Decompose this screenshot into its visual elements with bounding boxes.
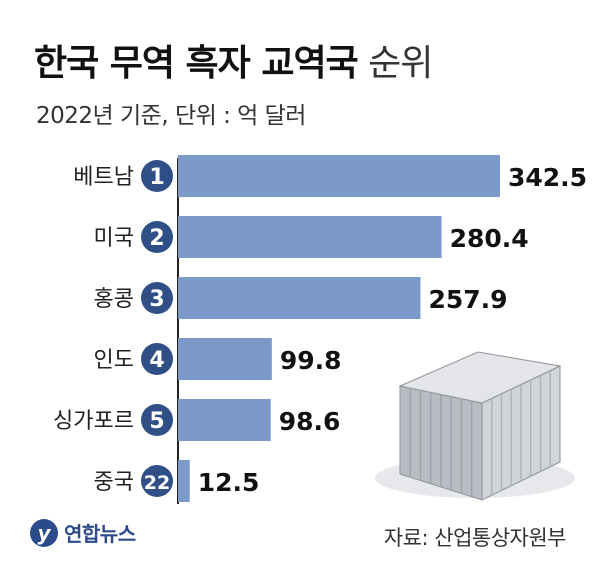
category-label: 싱가포르: [53, 409, 134, 434]
container-top-face: [398, 351, 562, 404]
shipping-container-illustration: [375, 351, 575, 501]
chart-title-suffix: 순위: [368, 43, 433, 84]
rank-badge: [141, 221, 173, 253]
yonhap-logo: y 연합뉴스: [30, 518, 136, 547]
yonhap-logo-mark: y: [30, 518, 58, 547]
rank-number: 1: [149, 165, 164, 190]
data-label: 98.6: [279, 407, 341, 436]
rank-number: 2: [149, 226, 164, 251]
data-label: 257.9: [428, 285, 507, 314]
rank-number: 22: [144, 472, 170, 494]
bar: [178, 216, 442, 258]
category-label: 미국: [94, 226, 134, 251]
chart-title-main: 한국 무역 흑자 교역국: [34, 43, 359, 84]
data-label: 99.8: [280, 346, 342, 375]
category-label: 중국: [94, 470, 134, 495]
bar: [178, 155, 500, 197]
rank-badge: [141, 465, 173, 497]
category-label: 인도: [94, 348, 134, 373]
bar: [178, 460, 190, 502]
category-label: 베트남: [73, 165, 134, 190]
bar: [178, 277, 421, 319]
rank-badge: [141, 160, 173, 192]
rank-badge: [141, 343, 173, 375]
bar: [178, 399, 271, 441]
rank-badge: [141, 404, 173, 436]
rank-number: 5: [149, 409, 164, 434]
chart-title: 한국 무역 흑자 교역국 순위: [34, 34, 433, 86]
rank-badge: [141, 282, 173, 314]
chart-subtitle: 2022년 기준, 단위 : 억 달러: [36, 103, 306, 129]
data-label: 12.5: [198, 468, 260, 497]
rank-number: 3: [149, 287, 164, 312]
data-label: 342.5: [508, 163, 587, 192]
category-label: 홍콩: [94, 287, 134, 312]
yonhap-logo-text: 연합뉴스: [64, 522, 136, 546]
rank-number: 4: [149, 348, 164, 373]
data-label: 280.4: [450, 224, 529, 253]
source-note: 자료: 산업통상자원부: [383, 526, 567, 550]
bar: [178, 338, 272, 380]
